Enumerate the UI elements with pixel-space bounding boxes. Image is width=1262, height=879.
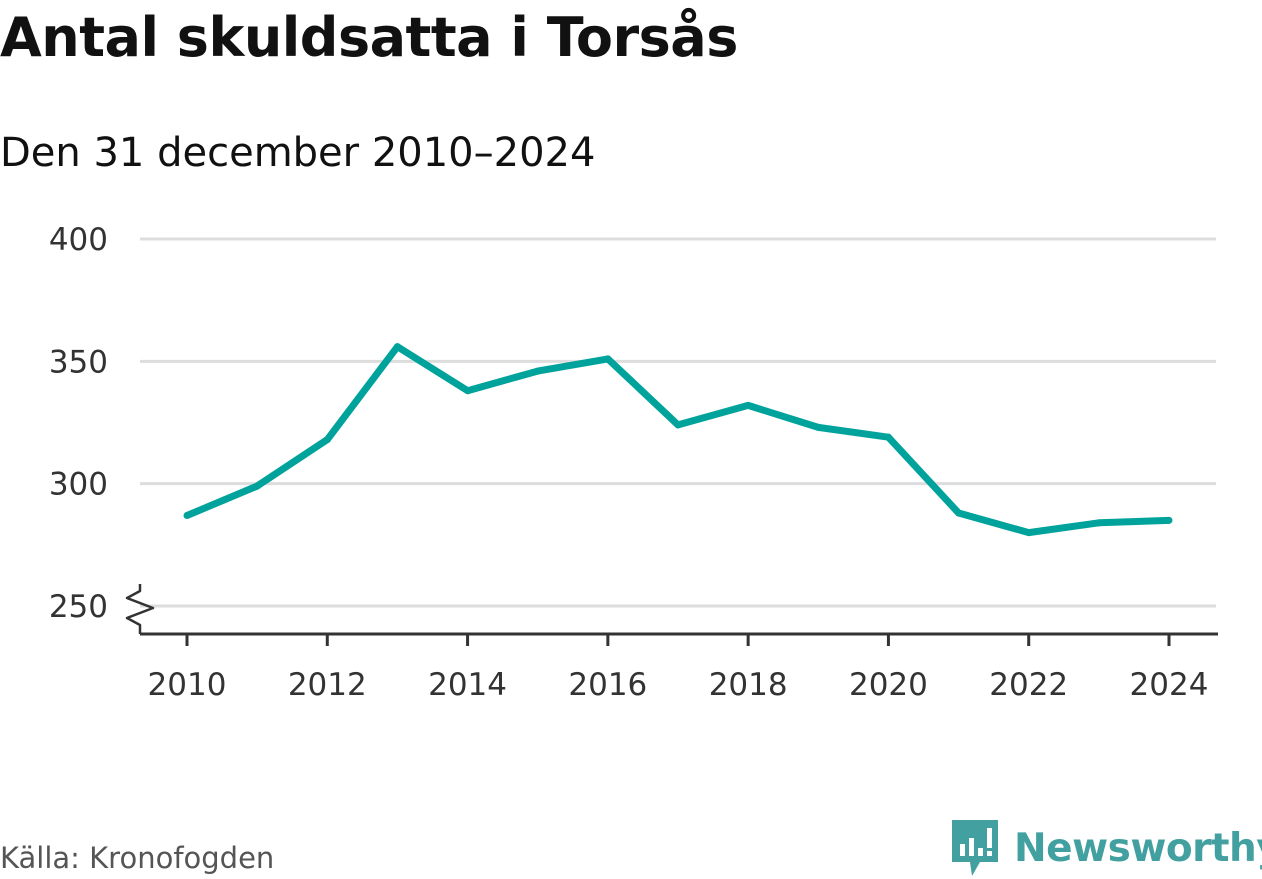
y-tick-label-350: 350 (49, 344, 108, 380)
data-point-2020 (884, 433, 892, 441)
x-tick-label-2010: 2010 (148, 667, 227, 703)
line-chart: 250 300 350 400 2010 2012 2014 2016 2018 2020 202… (49, 222, 1218, 703)
y-axis-break-marker (125, 584, 155, 634)
data-point-2010 (183, 511, 191, 519)
x-tick-label-2022: 2022 (989, 667, 1068, 703)
y-axis-tick-labels: 250 300 350 400 (49, 222, 108, 625)
y-tick-label-400: 400 (49, 222, 108, 258)
source-note: Källa: Kronofogden (0, 841, 275, 875)
x-tick-label-2020: 2020 (849, 667, 928, 703)
data-point-2023 (1095, 519, 1103, 527)
x-axis (125, 584, 1218, 646)
y-tick-label-250: 250 (49, 589, 108, 625)
data-point-2012 (323, 436, 331, 444)
data-point-2014 (464, 387, 472, 395)
series-layer (183, 343, 1173, 537)
chart-subtitle: Den 31 december 2010–2024 (0, 130, 596, 176)
brand-logo: Newsworthy (950, 818, 1262, 878)
data-point-2013 (393, 343, 401, 351)
data-point-2022 (1025, 529, 1033, 537)
data-point-2016 (604, 355, 612, 363)
series-line-0 (185, 343, 1170, 537)
x-axis-tick-labels: 2010 2012 2014 2016 2018 2020 2022 2024 (148, 667, 1209, 703)
data-point-2017 (674, 421, 682, 429)
chart-title: Antal skuldsatta i Torsås (0, 6, 738, 69)
data-point-2019 (814, 423, 822, 431)
x-tick-label-2014: 2014 (428, 667, 507, 703)
x-tick-label-2024: 2024 (1130, 667, 1209, 703)
x-tick-label-2012: 2012 (288, 667, 367, 703)
x-tick-label-2018: 2018 (709, 667, 788, 703)
newsworthy-logo-icon (952, 820, 998, 876)
data-point-2021 (955, 509, 963, 517)
data-point-2018 (744, 401, 752, 409)
brand-name: Newsworthy (1014, 825, 1262, 871)
data-point-2015 (534, 367, 542, 375)
x-tick-label-2016: 2016 (568, 667, 647, 703)
data-point-2024 (1165, 516, 1173, 524)
y-tick-label-300: 300 (49, 467, 108, 503)
gridlines (140, 237, 1216, 608)
data-point-2011 (253, 482, 261, 490)
